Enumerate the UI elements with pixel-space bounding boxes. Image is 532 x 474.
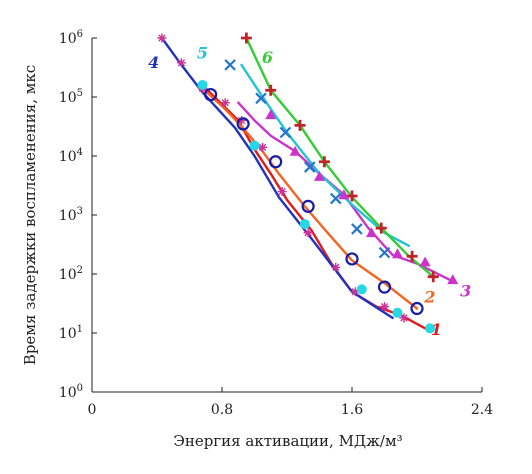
marker-triangle xyxy=(289,145,301,156)
marker-plus xyxy=(427,271,439,283)
marker-circle xyxy=(377,280,392,294)
marker-dot xyxy=(197,79,208,90)
marker-circle xyxy=(236,117,250,131)
y-tick-label: 102 xyxy=(59,265,83,283)
y-tick-label: 100 xyxy=(59,383,83,401)
marker-x xyxy=(224,59,236,71)
y-tick-label: 105 xyxy=(59,88,83,106)
marker-circle xyxy=(410,301,424,316)
marker-plus xyxy=(406,250,418,262)
axes: 0 0.8 1.6 2.4 100 101 102 103 104 105 106 xyxy=(59,29,493,418)
marker-star xyxy=(350,287,360,297)
marker-x xyxy=(279,126,292,139)
marker-x xyxy=(303,161,316,173)
series-labels: 1 2 3 4 5 6 xyxy=(148,43,471,339)
series-line-6 xyxy=(245,36,435,278)
y-tick-label: 103 xyxy=(59,206,83,224)
y-tick-label: 104 xyxy=(59,147,83,165)
x-tick-label: 0 xyxy=(88,402,97,418)
series-label-2: 2 xyxy=(423,288,435,307)
marker-triangle xyxy=(366,227,377,238)
y-tick-label: 101 xyxy=(59,324,83,342)
marker-dot xyxy=(425,323,435,334)
series-label-1: 1 xyxy=(431,320,442,339)
marker-star xyxy=(331,262,341,272)
y-tick-label: 106 xyxy=(59,29,83,47)
marker-x xyxy=(351,223,363,235)
marker-dot xyxy=(392,307,403,318)
marker-star xyxy=(157,33,167,43)
series-markers xyxy=(157,32,459,334)
marker-x xyxy=(329,192,342,205)
marker-triangle xyxy=(392,248,403,259)
marker-circle xyxy=(345,252,359,266)
marker-star xyxy=(380,302,389,312)
series-line-4 xyxy=(160,36,394,320)
marker-plus xyxy=(240,32,252,44)
marker-triangle xyxy=(338,189,350,200)
marker-dot xyxy=(249,140,260,151)
marker-star xyxy=(220,98,230,108)
marker-circle xyxy=(204,87,218,102)
marker-star xyxy=(258,142,268,152)
marker-star xyxy=(237,115,246,125)
marker-plus xyxy=(265,84,277,96)
x-tick-label: 0.8 xyxy=(211,402,233,418)
marker-plus xyxy=(318,156,330,168)
series-label-5: 5 xyxy=(197,43,208,62)
marker-plus xyxy=(294,119,306,131)
marker-star xyxy=(277,187,287,197)
marker-triangle xyxy=(314,170,325,181)
y-axis-label: Время задержки воспламенения, мкс xyxy=(21,65,39,365)
marker-triangle xyxy=(447,274,459,285)
marker-triangle xyxy=(419,256,431,267)
series-line-2 xyxy=(201,87,419,310)
marker-dot xyxy=(299,219,310,230)
marker-circle xyxy=(301,199,315,213)
marker-star xyxy=(399,313,409,323)
series-label-6: 6 xyxy=(262,48,273,67)
marker-dot xyxy=(356,284,367,295)
marker-x xyxy=(255,92,267,105)
x-tick-label: 1.6 xyxy=(341,402,363,418)
marker-star xyxy=(303,228,313,238)
marker-plus xyxy=(346,190,358,202)
x-tick-label: 2.4 xyxy=(471,402,493,418)
marker-triangle xyxy=(265,109,277,120)
marker-plus xyxy=(375,222,387,234)
marker-star xyxy=(176,58,186,68)
x-axis-label: Энергия активации, МДж/м³ xyxy=(173,432,402,450)
marker-x xyxy=(378,246,391,259)
series-label-3: 3 xyxy=(460,282,471,301)
marker-circle xyxy=(269,155,283,169)
series-label-4: 4 xyxy=(148,53,159,72)
